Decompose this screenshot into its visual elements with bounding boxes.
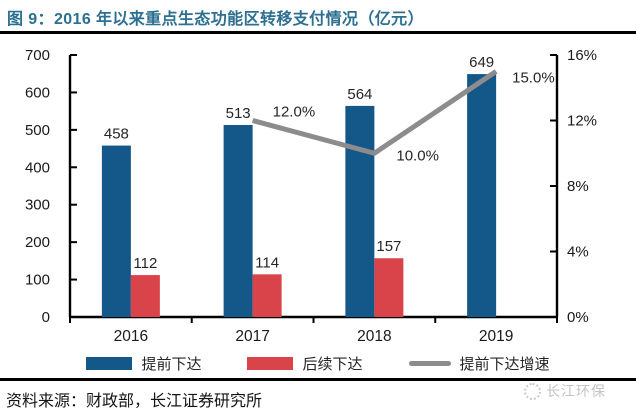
- watermark: 长江环保: [524, 381, 606, 401]
- bar-value-label: 649: [469, 54, 494, 71]
- x-axis-category-label: 2017: [235, 328, 269, 345]
- chart-area: 0 100 200 300 400 500 600 700 0% 4% 8% 12% 16% 2016 20…: [0, 40, 636, 350]
- watermark-logo-icon: [524, 382, 541, 400]
- legend-label-followup: 后续下达: [302, 355, 363, 373]
- bar-value-label: 458: [104, 126, 129, 143]
- chart-legend: 提前下达 后续下达 提前下达增速: [0, 352, 636, 374]
- legend-item-followup: 后续下达: [247, 353, 363, 374]
- left-axis-tick-label: 100: [25, 272, 50, 289]
- x-axis-category-label: 2019: [479, 328, 513, 345]
- right-axis-tick-label: 12%: [567, 113, 597, 130]
- bar-value-label: 157: [376, 238, 401, 255]
- legend-item-growth: 提前下达增速: [408, 353, 550, 374]
- legend-item-advance: 提前下达: [86, 353, 201, 374]
- legend-swatch-blue-bar: [86, 356, 133, 370]
- bar-2018-后续下达: [374, 258, 404, 317]
- bar-2018-提前下达: [345, 105, 375, 317]
- right-axis-tick-label: 0%: [567, 309, 589, 326]
- growth-rate-line: [251, 69, 498, 156]
- footer-divider-line: [0, 378, 636, 381]
- bar-2016-提前下达: [101, 145, 131, 317]
- line-point-label: 12.0%: [273, 104, 316, 121]
- bar-2017-后续下达: [252, 274, 282, 317]
- x-axis-category-label: 2018: [357, 328, 391, 345]
- bar-value-label: 112: [133, 255, 157, 272]
- title-divider-line: [0, 31, 636, 34]
- line-point-label: 10.0%: [396, 147, 439, 164]
- line-point-label: 15.0%: [512, 69, 555, 86]
- right-axis-tick-label: 16%: [567, 47, 597, 64]
- bar-2016-后续下达: [130, 275, 160, 317]
- bar-value-label: 513: [226, 105, 251, 122]
- bar-2019-提前下达: [467, 74, 497, 318]
- legend-swatch-gray-line: [408, 360, 451, 366]
- bar-2017-提前下达: [223, 124, 253, 318]
- right-axis-tick-label: 8%: [567, 178, 589, 195]
- left-axis-tick-label: 200: [25, 234, 50, 251]
- bar-value-label: 114: [255, 254, 279, 271]
- left-axis-tick-label: 500: [25, 122, 50, 139]
- source-note: 资料来源：财政部，长江证券研究所: [6, 393, 263, 410]
- left-axis-tick-label: 400: [25, 159, 50, 176]
- bar-value-label: 564: [347, 86, 372, 103]
- left-axis-tick-label: 0: [42, 309, 50, 326]
- left-axis-tick-label: 600: [25, 84, 50, 101]
- watermark-text: 长江环保: [546, 383, 606, 399]
- legend-label-advance: 提前下达: [141, 355, 202, 373]
- left-axis-tick-label: 300: [25, 197, 50, 214]
- right-axis-tick-label: 4%: [567, 244, 589, 261]
- legend-label-growth: 提前下达增速: [459, 355, 550, 373]
- combo-chart: 0 100 200 300 400 500 600 700 0% 4% 8% 12% 16% 2016 20…: [25, 47, 597, 345]
- chart-title: 图 9：2016 年以来重点生态功能区转移支付情况（亿元）: [7, 11, 424, 28]
- x-axis-category-label: 2016: [114, 328, 148, 345]
- left-axis-tick-label: 700: [25, 47, 50, 64]
- legend-swatch-red-bar: [247, 356, 294, 370]
